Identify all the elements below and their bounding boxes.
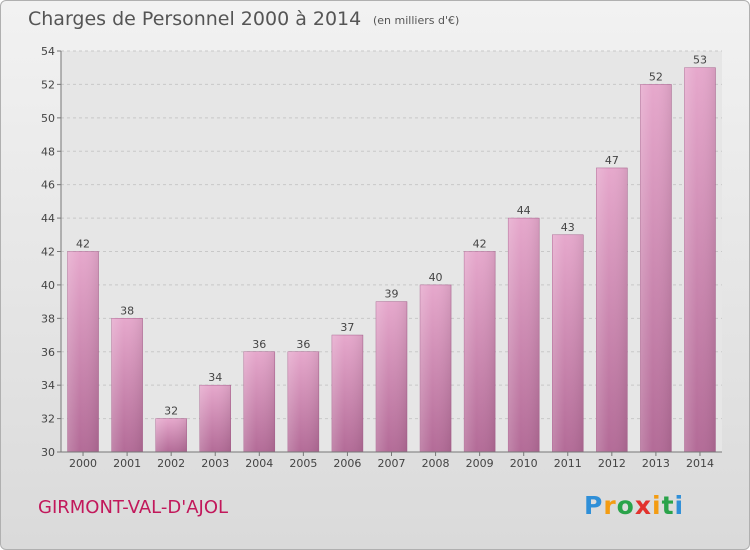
chart-title: Charges de Personnel 2000 à 2014	[28, 8, 362, 30]
data-label: 47	[605, 154, 619, 167]
bar-shade	[243, 351, 275, 452]
logo-letter: x	[634, 491, 652, 520]
proxiti-logo[interactable]: Proxiti	[584, 491, 684, 520]
y-tick-label: 46	[41, 179, 55, 192]
data-label: 53	[693, 54, 707, 67]
y-tick-label: 32	[41, 413, 55, 426]
x-tick-label: 2014	[686, 457, 714, 470]
logo-letter: t	[661, 491, 675, 520]
x-tick-label: 2002	[157, 457, 185, 470]
y-tick-label: 30	[41, 446, 55, 459]
data-label: 52	[649, 70, 663, 83]
y-tick-label: 42	[41, 246, 55, 259]
data-label: 40	[429, 271, 443, 284]
x-tick-label: 2007	[378, 457, 406, 470]
bar-shade	[420, 284, 452, 452]
chart-subtitle: (en milliers d'€)	[373, 14, 460, 27]
x-tick-label: 2001	[113, 457, 141, 470]
y-tick-label: 48	[41, 145, 55, 158]
data-label: 42	[473, 238, 487, 251]
bar-shade	[111, 318, 143, 452]
logo-letter: i	[674, 491, 685, 520]
data-label: 34	[208, 371, 222, 384]
x-tick-label: 2000	[69, 457, 97, 470]
x-tick-label: 2004	[245, 457, 273, 470]
data-label: 44	[517, 204, 531, 217]
y-tick-label: 50	[41, 112, 55, 125]
bar-shade	[640, 84, 672, 453]
bar-shade	[376, 301, 407, 452]
data-label: 42	[76, 238, 90, 251]
bar-shade	[331, 335, 363, 452]
data-label: 37	[340, 321, 354, 334]
y-tick-label: 44	[41, 212, 55, 225]
bar-shade	[287, 351, 319, 452]
y-tick-label: 40	[41, 279, 55, 292]
x-tick-label: 2010	[510, 457, 538, 470]
x-tick-label: 2013	[642, 457, 670, 470]
y-tick-label: 34	[41, 379, 55, 392]
bar-shade	[596, 167, 628, 453]
bar-shade	[508, 218, 540, 452]
x-tick-label: 2009	[466, 457, 494, 470]
data-label: 38	[120, 304, 134, 317]
data-label: 36	[296, 338, 310, 351]
y-tick-label: 36	[41, 346, 55, 359]
bar-shade	[552, 234, 584, 452]
bar-shade	[464, 251, 496, 452]
x-tick-label: 2003	[201, 457, 229, 470]
y-tick-label: 38	[41, 312, 55, 325]
logo-letter: P	[584, 491, 604, 520]
x-tick-label: 2011	[554, 457, 582, 470]
bar-shade	[684, 67, 716, 452]
bar-shade	[67, 251, 99, 452]
data-label: 39	[385, 288, 399, 301]
data-label: 36	[252, 338, 266, 351]
x-tick-label: 2008	[422, 457, 450, 470]
bar-shade	[155, 418, 187, 452]
x-tick-label: 2012	[598, 457, 626, 470]
data-label: 32	[164, 405, 178, 418]
commune-name: GIRMONT-VAL-D'AJOL	[38, 497, 229, 518]
data-label: 43	[561, 221, 575, 234]
x-tick-label: 2005	[289, 457, 317, 470]
y-tick-label: 54	[41, 45, 55, 58]
logo-letter: r	[603, 491, 617, 520]
bar-shade	[199, 385, 231, 452]
y-tick-label: 52	[41, 78, 55, 91]
x-tick-label: 2006	[333, 457, 361, 470]
logo-letter: o	[616, 491, 635, 520]
logo-letter: i	[652, 491, 662, 520]
